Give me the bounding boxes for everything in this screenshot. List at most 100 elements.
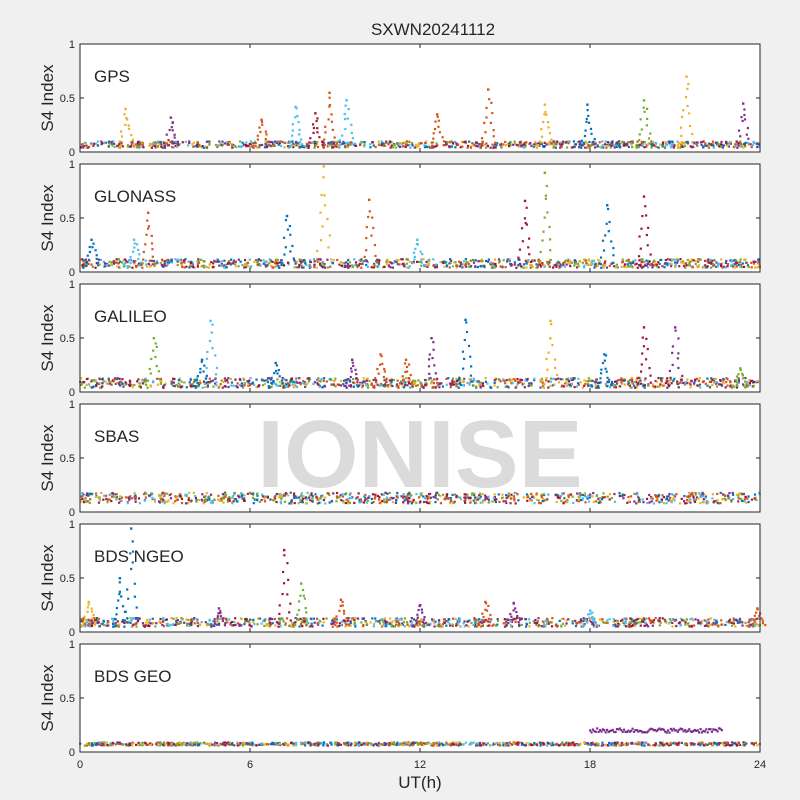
scatter-point	[424, 382, 427, 385]
scatter-point	[538, 144, 541, 147]
scatter-point	[445, 143, 448, 146]
scatter-point	[676, 357, 680, 360]
scatter-point	[559, 378, 562, 381]
scatter-point	[222, 501, 225, 504]
scatter-point	[669, 258, 672, 261]
scatter-point	[722, 382, 725, 385]
scatter-point	[734, 379, 737, 382]
scatter-point	[275, 500, 278, 504]
scatter-point	[330, 379, 333, 382]
scatter-point	[121, 382, 124, 385]
scatter-point	[676, 140, 679, 143]
scatter-point	[252, 618, 255, 621]
scatter-point	[112, 380, 115, 383]
scatter-point	[603, 495, 607, 499]
scatter-point	[652, 502, 656, 505]
scatter-point	[494, 265, 497, 268]
scatter-point	[405, 377, 408, 380]
scatter-point	[288, 384, 291, 387]
scatter-point	[451, 617, 455, 620]
scatter-point	[310, 499, 314, 503]
scatter-point	[283, 386, 286, 389]
scatter-point	[347, 264, 350, 267]
scatter-point	[295, 496, 298, 499]
scatter-point	[225, 266, 228, 269]
scatter-point	[139, 386, 143, 389]
scatter-point	[129, 262, 132, 265]
scatter-point	[563, 265, 567, 268]
scatter-point	[669, 378, 672, 381]
scatter-point	[154, 355, 157, 359]
scatter-point	[193, 380, 196, 384]
scatter-point	[425, 383, 428, 386]
scatter-point	[596, 144, 599, 147]
scatter-point	[292, 386, 295, 389]
scatter-point	[620, 378, 623, 381]
scatter-point	[153, 144, 156, 148]
scatter-point	[673, 496, 676, 499]
scatter-point	[481, 264, 484, 267]
spike-series	[373, 353, 390, 389]
scatter-point	[131, 386, 134, 389]
scatter-point	[558, 381, 561, 384]
plot-area	[80, 284, 760, 392]
scatter-point	[668, 380, 671, 383]
scatter-point	[712, 378, 715, 381]
scatter-point	[162, 144, 165, 147]
scatter-point	[692, 618, 695, 622]
scatter-point	[159, 379, 163, 383]
scatter-point	[433, 127, 437, 131]
scatter-point	[194, 379, 197, 382]
scatter-point	[354, 368, 357, 371]
scatter-point	[311, 495, 314, 498]
scatter-point	[651, 266, 654, 269]
scatter-point	[559, 495, 562, 498]
scatter-point	[370, 501, 374, 505]
scatter-point	[245, 141, 248, 144]
scatter-point	[432, 137, 435, 140]
scatter-point	[455, 624, 458, 627]
scatter-point	[328, 234, 331, 237]
scatter-point	[436, 381, 439, 384]
scatter-point	[319, 501, 322, 504]
scatter-point	[102, 498, 105, 501]
scatter-point	[474, 618, 477, 621]
scatter-point	[339, 143, 342, 146]
scatter-point	[366, 377, 369, 380]
scatter-point	[519, 262, 522, 266]
scatter-point	[385, 501, 389, 504]
spike-series	[457, 318, 474, 389]
spike-series	[360, 198, 379, 269]
scatter-point	[291, 134, 294, 137]
scatter-point	[541, 145, 545, 148]
scatter-point	[543, 144, 547, 148]
scatter-point	[402, 493, 405, 496]
scatter-point	[291, 383, 294, 386]
scatter-point	[676, 144, 680, 147]
scatter-point	[310, 492, 313, 495]
scatter-point	[361, 381, 364, 384]
scatter-point	[84, 146, 87, 149]
scatter-point	[576, 263, 580, 266]
scatter-point	[466, 146, 469, 149]
spike-series	[579, 103, 596, 149]
scatter-point	[95, 142, 98, 145]
scatter-point	[235, 145, 238, 149]
scatter-point	[564, 259, 567, 262]
scatter-point	[368, 495, 371, 498]
scatter-point	[345, 265, 348, 268]
scatter-point	[469, 374, 473, 377]
scatter-point	[192, 141, 195, 144]
scatter-point	[350, 370, 353, 373]
scatter-point	[449, 502, 452, 505]
scatter-point	[334, 385, 337, 388]
scatter-point	[610, 496, 613, 500]
spike-series	[145, 337, 163, 389]
scatter-point	[372, 501, 375, 504]
scatter-point	[270, 264, 273, 267]
scatter-point	[393, 625, 396, 628]
scatter-point	[655, 265, 658, 268]
scatter-point	[178, 383, 182, 386]
scatter-point	[615, 380, 618, 383]
scatter-point	[701, 491, 704, 495]
